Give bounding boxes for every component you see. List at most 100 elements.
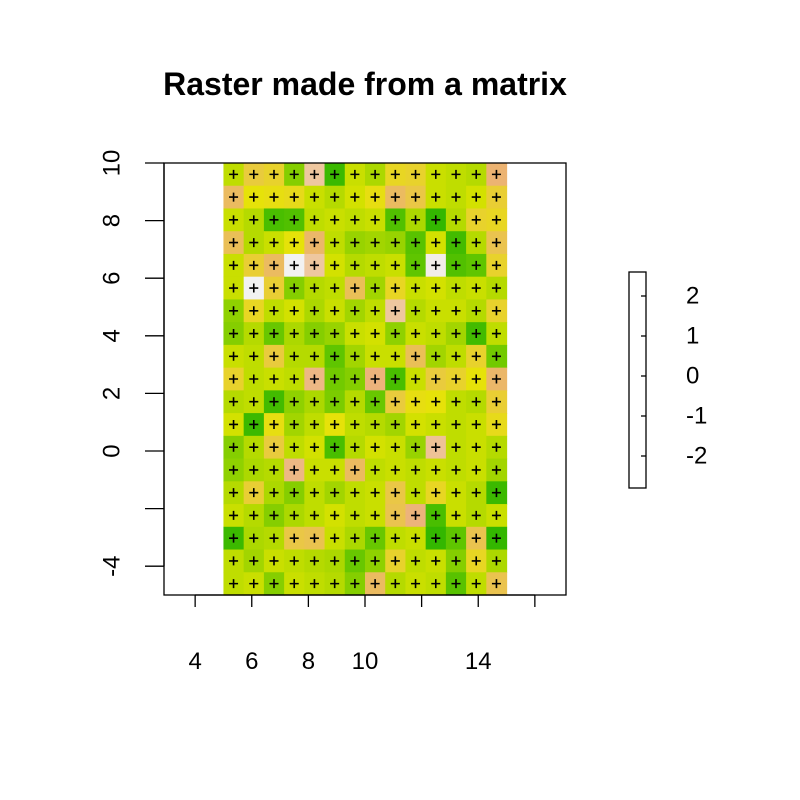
point-marker [229,329,239,339]
point-marker [269,260,279,270]
point-marker [411,374,421,384]
x-tick-label: 4 [188,648,201,675]
point-marker [471,169,481,179]
point-marker [390,556,400,566]
point-marker [431,397,441,407]
point-marker [451,442,461,452]
point-marker [330,169,340,179]
point-marker [451,329,461,339]
point-marker [229,351,239,361]
point-marker [471,510,481,520]
point-marker [249,419,259,429]
point-marker [451,192,461,202]
point-marker [491,442,501,452]
point-marker [289,329,299,339]
point-marker [330,351,340,361]
point-marker [491,374,501,384]
colorbar-tick-label: -1 [686,403,707,430]
x-tick-label: 14 [465,648,492,675]
point-marker [390,351,400,361]
point-marker [269,238,279,248]
point-marker [390,215,400,225]
point-marker [289,442,299,452]
point-marker [289,238,299,248]
point-marker [330,488,340,498]
point-marker [471,306,481,316]
point-marker [309,215,319,225]
point-marker [229,192,239,202]
point-marker [491,397,501,407]
point-marker [431,488,441,498]
point-marker [249,510,259,520]
point-marker [390,306,400,316]
point-marker [390,442,400,452]
point-marker [289,283,299,293]
point-marker [269,169,279,179]
point-marker [309,533,319,543]
point-marker [451,488,461,498]
point-marker [491,533,501,543]
point-marker [411,260,421,270]
point-marker [249,169,259,179]
point-marker [330,283,340,293]
point-marker [411,192,421,202]
point-marker [411,419,421,429]
point-marker [390,238,400,248]
point-marker [491,192,501,202]
point-marker [491,556,501,566]
point-marker [330,510,340,520]
x-axis: 4 6 8 10 14 [188,594,536,675]
point-marker [431,283,441,293]
point-marker [411,283,421,293]
point-marker [309,329,319,339]
point-marker [269,374,279,384]
point-marker [269,306,279,316]
point-marker [330,329,340,339]
point-marker [471,465,481,475]
point-marker [350,351,360,361]
point-marker [309,442,319,452]
point-marker [330,442,340,452]
point-marker [471,579,481,589]
point-marker [289,374,299,384]
point-marker [370,488,380,498]
point-marker [431,260,441,270]
point-marker [350,329,360,339]
point-marker [269,215,279,225]
point-marker [411,238,421,248]
point-marker [229,374,239,384]
point-marker [330,397,340,407]
point-marker [249,397,259,407]
point-marker [471,260,481,270]
point-marker [431,579,441,589]
point-marker [411,351,421,361]
point-marker [471,488,481,498]
point-marker [390,533,400,543]
point-marker [390,465,400,475]
point-marker [451,374,461,384]
colorbar-tick-label: -2 [686,443,707,470]
y-tick-label: -4 [99,556,126,577]
point-marker [269,556,279,566]
point-marker [350,192,360,202]
point-marker [411,329,421,339]
point-marker [249,260,259,270]
point-marker [431,533,441,543]
point-marker [370,238,380,248]
colorbar-tick-label: 2 [686,283,699,310]
point-marker [411,533,421,543]
point-marker [330,533,340,543]
point-marker [350,465,360,475]
point-marker [289,510,299,520]
point-marker [269,488,279,498]
point-marker [229,283,239,293]
point-marker [411,579,421,589]
point-marker [370,442,380,452]
point-marker [309,397,319,407]
point-marker [350,397,360,407]
point-marker [411,442,421,452]
colorbar-tick-label: 0 [686,363,699,390]
point-marker [471,419,481,429]
point-marker [370,283,380,293]
point-marker [309,488,319,498]
